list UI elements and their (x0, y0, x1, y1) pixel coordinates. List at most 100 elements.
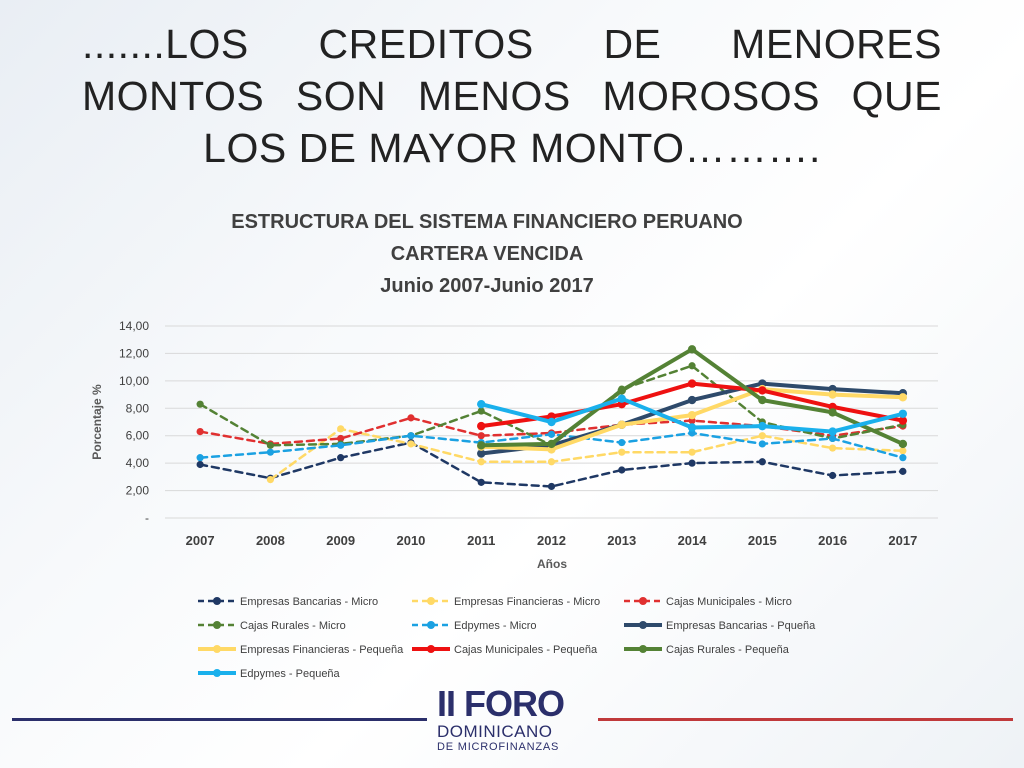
data-point (828, 434, 837, 443)
x-tick-label: 2010 (396, 533, 425, 548)
y-tick-label: 8,00 (126, 401, 150, 415)
data-point (828, 408, 837, 417)
data-point (687, 379, 697, 388)
legend-label: Empresas Bancarias - Micro (240, 596, 378, 608)
data-point (617, 420, 626, 429)
x-tick-label: 2016 (818, 533, 847, 548)
data-point (687, 345, 697, 354)
data-point (477, 449, 486, 458)
legend-label: Cajas Rurales - Pequeña (666, 644, 790, 656)
data-point (266, 448, 275, 456)
data-point (547, 482, 556, 491)
data-point (898, 393, 908, 402)
legend-marker (639, 645, 647, 653)
legend-label: Cajas Rurales - Micro (240, 620, 346, 632)
y-tick-label: 10,00 (119, 374, 149, 388)
data-point (828, 390, 837, 399)
legend-marker (427, 621, 435, 629)
data-point (618, 438, 626, 447)
legend-label: Edpymes - Micro (454, 620, 537, 632)
footer-divider-right (598, 718, 1013, 721)
x-tick-label: 2012 (537, 533, 566, 548)
footer-divider-left (12, 718, 427, 721)
data-point (828, 427, 837, 436)
data-point (688, 459, 696, 467)
data-point (898, 439, 908, 449)
x-tick-label: 2011 (467, 533, 495, 548)
data-point (407, 414, 415, 422)
data-point (196, 454, 204, 462)
data-point (547, 430, 556, 438)
chart-title-line: Junio 2007-Junio 2017 (380, 275, 593, 297)
data-point (477, 407, 485, 415)
data-point (688, 362, 696, 370)
data-point (617, 386, 626, 395)
legend-marker (427, 597, 435, 605)
legend-marker (213, 621, 221, 629)
data-point (758, 386, 767, 395)
x-axis-label: Años (537, 557, 567, 571)
data-point (758, 421, 767, 431)
y-tick-label: 12,00 (119, 346, 149, 360)
data-point (547, 458, 556, 466)
x-tick-label: 2009 (326, 533, 355, 548)
data-point (337, 434, 345, 443)
data-point (337, 425, 345, 433)
y-tick-label: - (145, 511, 149, 525)
legend-label: Empresas Financieras - Pequeña (240, 644, 404, 656)
data-point (477, 478, 485, 486)
series-line (269, 427, 905, 481)
data-point (547, 439, 556, 449)
data-point (758, 440, 766, 448)
legend-marker (639, 621, 647, 629)
data-point (687, 423, 697, 432)
data-point (758, 395, 767, 405)
y-axis-label: Porcentaje % (90, 384, 104, 460)
foro-logo: II FORO DOMINICANO DE MICROFINANZAS (437, 685, 587, 765)
data-point (477, 421, 486, 431)
logo-subtitle: DOMINICANO (437, 722, 553, 741)
data-point (477, 441, 486, 450)
legend-label: Edpymes - Pequeña (240, 668, 341, 680)
data-point (618, 466, 626, 474)
data-point (758, 458, 766, 466)
data-point (899, 454, 907, 462)
line-chart: ESTRUCTURA DEL SISTEMA FINANCIERO PERUAN… (90, 211, 938, 680)
legend-marker (213, 669, 221, 677)
data-point (617, 394, 626, 403)
y-tick-label: 2,00 (126, 484, 150, 498)
data-point (407, 432, 415, 440)
x-tick-label: 2008 (256, 533, 285, 548)
legend-label: Cajas Municipales - Micro (666, 596, 792, 608)
x-tick-label: 2015 (748, 533, 777, 548)
y-tick-label: 6,00 (126, 429, 150, 443)
data-point (687, 395, 697, 405)
legend-marker (213, 597, 221, 605)
data-point (687, 410, 697, 420)
y-tick-label: 14,00 (119, 319, 149, 333)
data-point (477, 458, 485, 466)
x-tick-label: 2013 (607, 533, 636, 548)
data-point (688, 448, 696, 456)
data-point (266, 441, 275, 449)
legend-marker (427, 645, 435, 653)
data-point (266, 476, 275, 484)
data-point (828, 444, 837, 452)
data-point (899, 447, 907, 455)
y-tick-label: 4,00 (126, 456, 150, 470)
chart-title-line: ESTRUCTURA DEL SISTEMA FINANCIERO PERUAN… (231, 211, 743, 233)
legend-label: Empresas Financieras - Micro (454, 596, 600, 608)
data-point (407, 440, 415, 448)
data-point (196, 428, 204, 436)
slide-heading: .......LOS CREDITOS DE MENORES MONTOS SO… (82, 21, 942, 171)
legend-marker (213, 645, 221, 653)
logo-title: II FORO (437, 683, 565, 724)
data-point (898, 416, 908, 425)
data-point (899, 467, 907, 475)
data-point (196, 460, 204, 469)
logo-tagline: DE MICROFINANZAS (437, 741, 560, 753)
data-point (477, 399, 486, 409)
legend-marker (639, 597, 647, 605)
data-point (828, 471, 837, 480)
data-point (196, 400, 204, 408)
